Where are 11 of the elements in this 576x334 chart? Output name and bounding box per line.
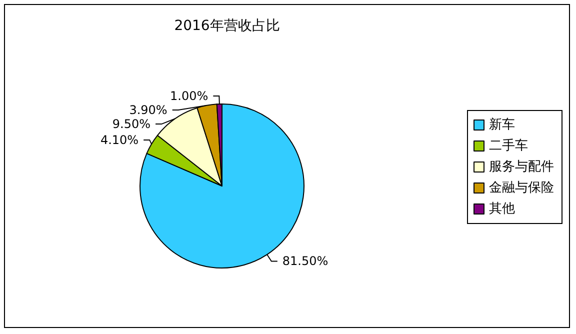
- data-label: 1.00%: [170, 89, 208, 104]
- legend-label: 服务与配件: [489, 160, 554, 174]
- data-label: 81.50%: [282, 254, 328, 268]
- legend-label: 其他: [489, 202, 515, 216]
- data-label: 3.90%: [129, 103, 168, 118]
- legend-label: 金融与保险: [489, 180, 554, 196]
- data-label: 4.10%: [100, 132, 139, 147]
- data-label: 9.50%: [112, 117, 151, 132]
- legend-label: 新车: [489, 118, 515, 132]
- chart-title: 2016年营收占比: [174, 18, 280, 34]
- legend-label: 二手车: [489, 138, 528, 154]
